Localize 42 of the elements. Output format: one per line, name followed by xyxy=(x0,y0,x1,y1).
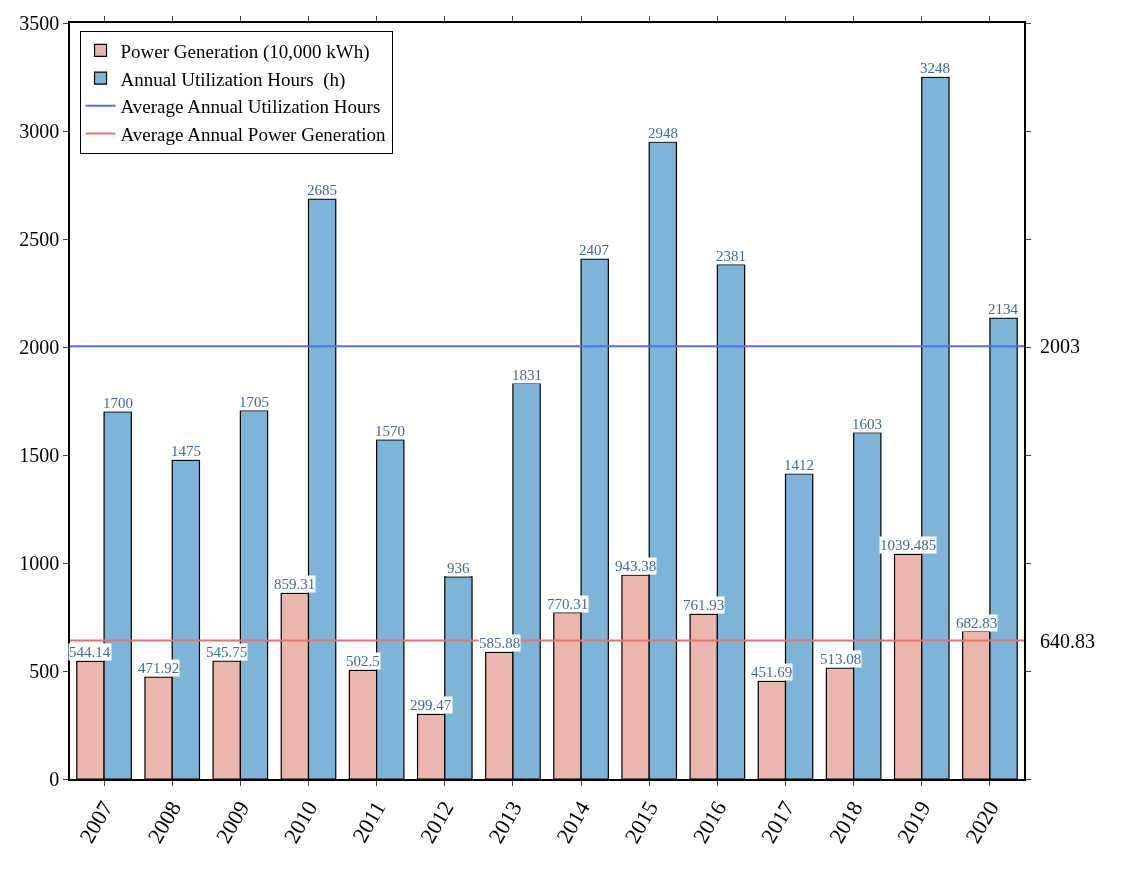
legend-label: Annual Utilization Hours (h) xyxy=(120,68,346,91)
data-label: 2407 xyxy=(579,242,610,258)
text: 2003 xyxy=(1040,335,1080,357)
y-tick-label: 500 xyxy=(29,660,60,682)
data-label: 1039.485 xyxy=(880,537,937,553)
data-label: 682.83 xyxy=(956,615,998,631)
data-label: 2948 xyxy=(648,125,678,141)
legend-label: Average Annual Utilization Hours xyxy=(120,96,381,118)
legend-label: Power Generation (10,000 kWh) xyxy=(120,40,370,63)
data-label: 471.92 xyxy=(138,660,180,676)
data-label: 2381 xyxy=(716,248,746,264)
data-label: 1831 xyxy=(512,367,542,383)
data-label: 761.93 xyxy=(683,597,725,613)
data-label: 2134 xyxy=(988,301,1019,317)
data-label: 936 xyxy=(447,560,470,576)
data-label: 1570 xyxy=(375,423,405,439)
data-label: 3248 xyxy=(920,60,950,76)
data-label: 545.75 xyxy=(206,644,248,660)
data-label: 1603 xyxy=(852,416,882,432)
y-tick-label: 2000 xyxy=(19,336,60,358)
y-tick-label: 3500 xyxy=(19,12,60,34)
text: 640.83 xyxy=(1040,630,1095,652)
data-label: 1475 xyxy=(171,443,201,459)
data-label: 502.5 xyxy=(346,653,380,669)
data-label: 544.14 xyxy=(69,644,111,660)
data-label: 770.31 xyxy=(547,596,589,612)
data-label: 1705 xyxy=(239,394,269,410)
data-label: 859.31 xyxy=(274,576,316,592)
data-label: 513.08 xyxy=(820,651,862,667)
data-label: 1700 xyxy=(103,395,133,411)
y-tick-label: 1500 xyxy=(19,444,60,466)
data-label: 299.47 xyxy=(410,697,452,713)
y-tick-label: 3000 xyxy=(19,120,60,142)
data-label: 585.88 xyxy=(479,635,521,651)
data-label: 2685 xyxy=(307,182,337,198)
y-tick-label: 1000 xyxy=(19,552,60,574)
data-label: 451.69 xyxy=(751,664,793,680)
y-tick-label: 0 xyxy=(49,768,60,790)
data-label: 1412 xyxy=(784,457,814,473)
legend-label: Average Annual Power Generation xyxy=(120,123,387,145)
data-label: 943.38 xyxy=(615,558,657,574)
y-tick-label: 2500 xyxy=(19,228,60,250)
